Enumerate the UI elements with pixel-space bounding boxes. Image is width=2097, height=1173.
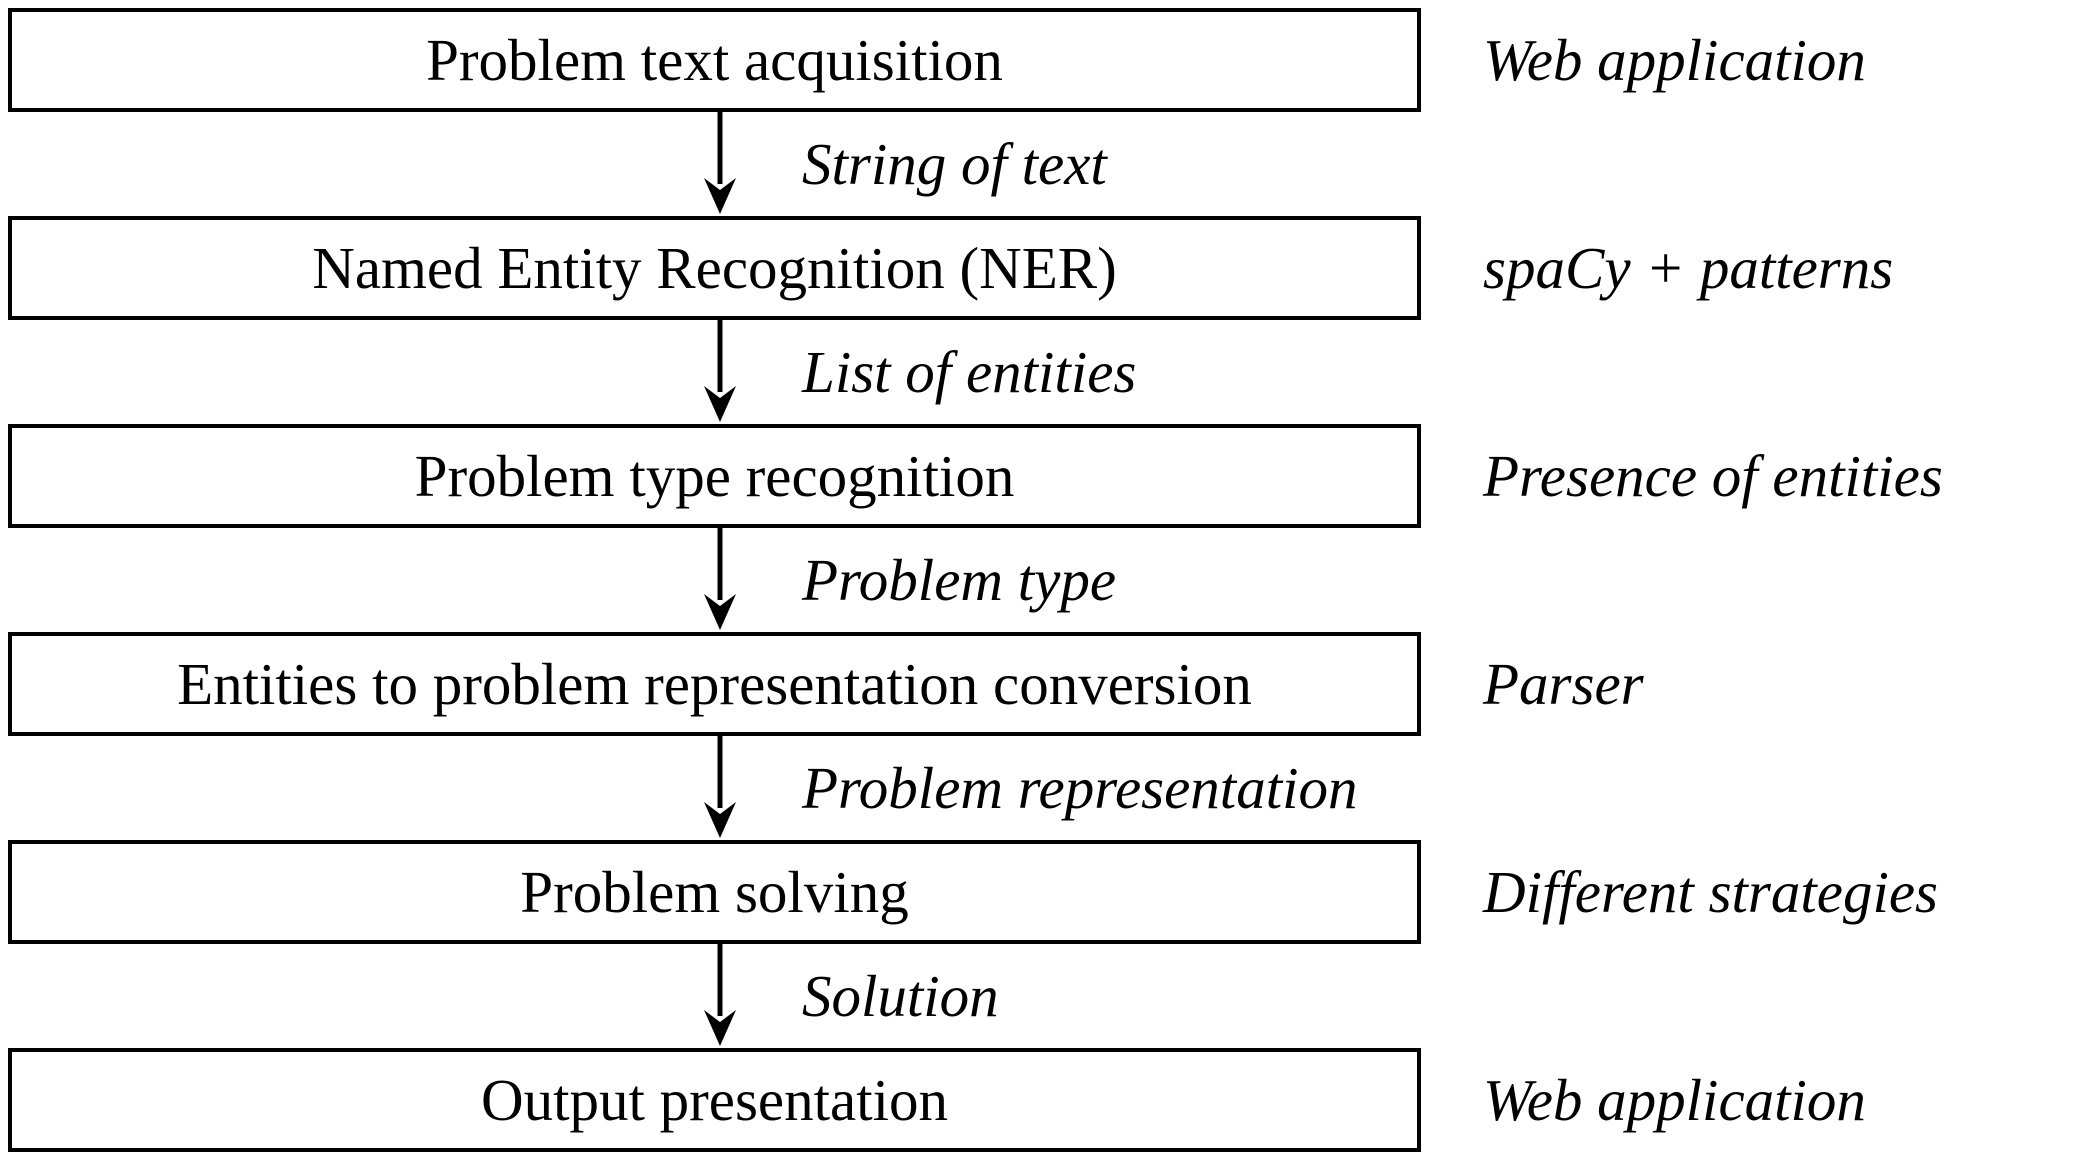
stage-tool-label: Web application <box>1483 1066 1866 1133</box>
down-arrow-icon <box>700 944 740 1048</box>
stage-tool-label: spaCy + patterns <box>1483 234 1894 301</box>
stage-tool-label: Different strategies <box>1483 858 1939 925</box>
stage-box-ner: Named Entity Recognition (NER) <box>8 216 1421 320</box>
stage-label: Problem type recognition <box>414 442 1015 509</box>
stage-label: Problem text acquisition <box>426 26 1003 93</box>
down-arrow-icon <box>700 112 740 216</box>
stage-box-output-presentation: Output presentation <box>8 1048 1421 1152</box>
flow-label: Problem representation <box>802 754 1358 821</box>
down-arrow-icon <box>700 736 740 840</box>
stage-box-problem-solving: Problem solving <box>8 840 1421 944</box>
stage-box-type-recognition: Problem type recognition <box>8 424 1421 528</box>
flow-label: Solution <box>802 962 999 1029</box>
stage-label: Problem solving <box>520 858 909 925</box>
stage-label: Named Entity Recognition (NER) <box>312 234 1117 301</box>
stage-label: Entities to problem representation conve… <box>177 650 1252 717</box>
flow-label: Problem type <box>802 546 1117 613</box>
stage-label: Output presentation <box>481 1066 948 1133</box>
flow-label: String of text <box>802 130 1107 197</box>
stage-box-text-acquisition: Problem text acquisition <box>8 8 1421 112</box>
stage-tool-label: Parser <box>1483 650 1644 717</box>
down-arrow-icon <box>700 320 740 424</box>
stage-box-representation-conversion: Entities to problem representation conve… <box>8 632 1421 736</box>
stage-tool-label: Web application <box>1483 26 1866 93</box>
stage-tool-label: Presence of entities <box>1483 442 1943 509</box>
down-arrow-icon <box>700 528 740 632</box>
flow-label: List of entities <box>802 338 1137 405</box>
